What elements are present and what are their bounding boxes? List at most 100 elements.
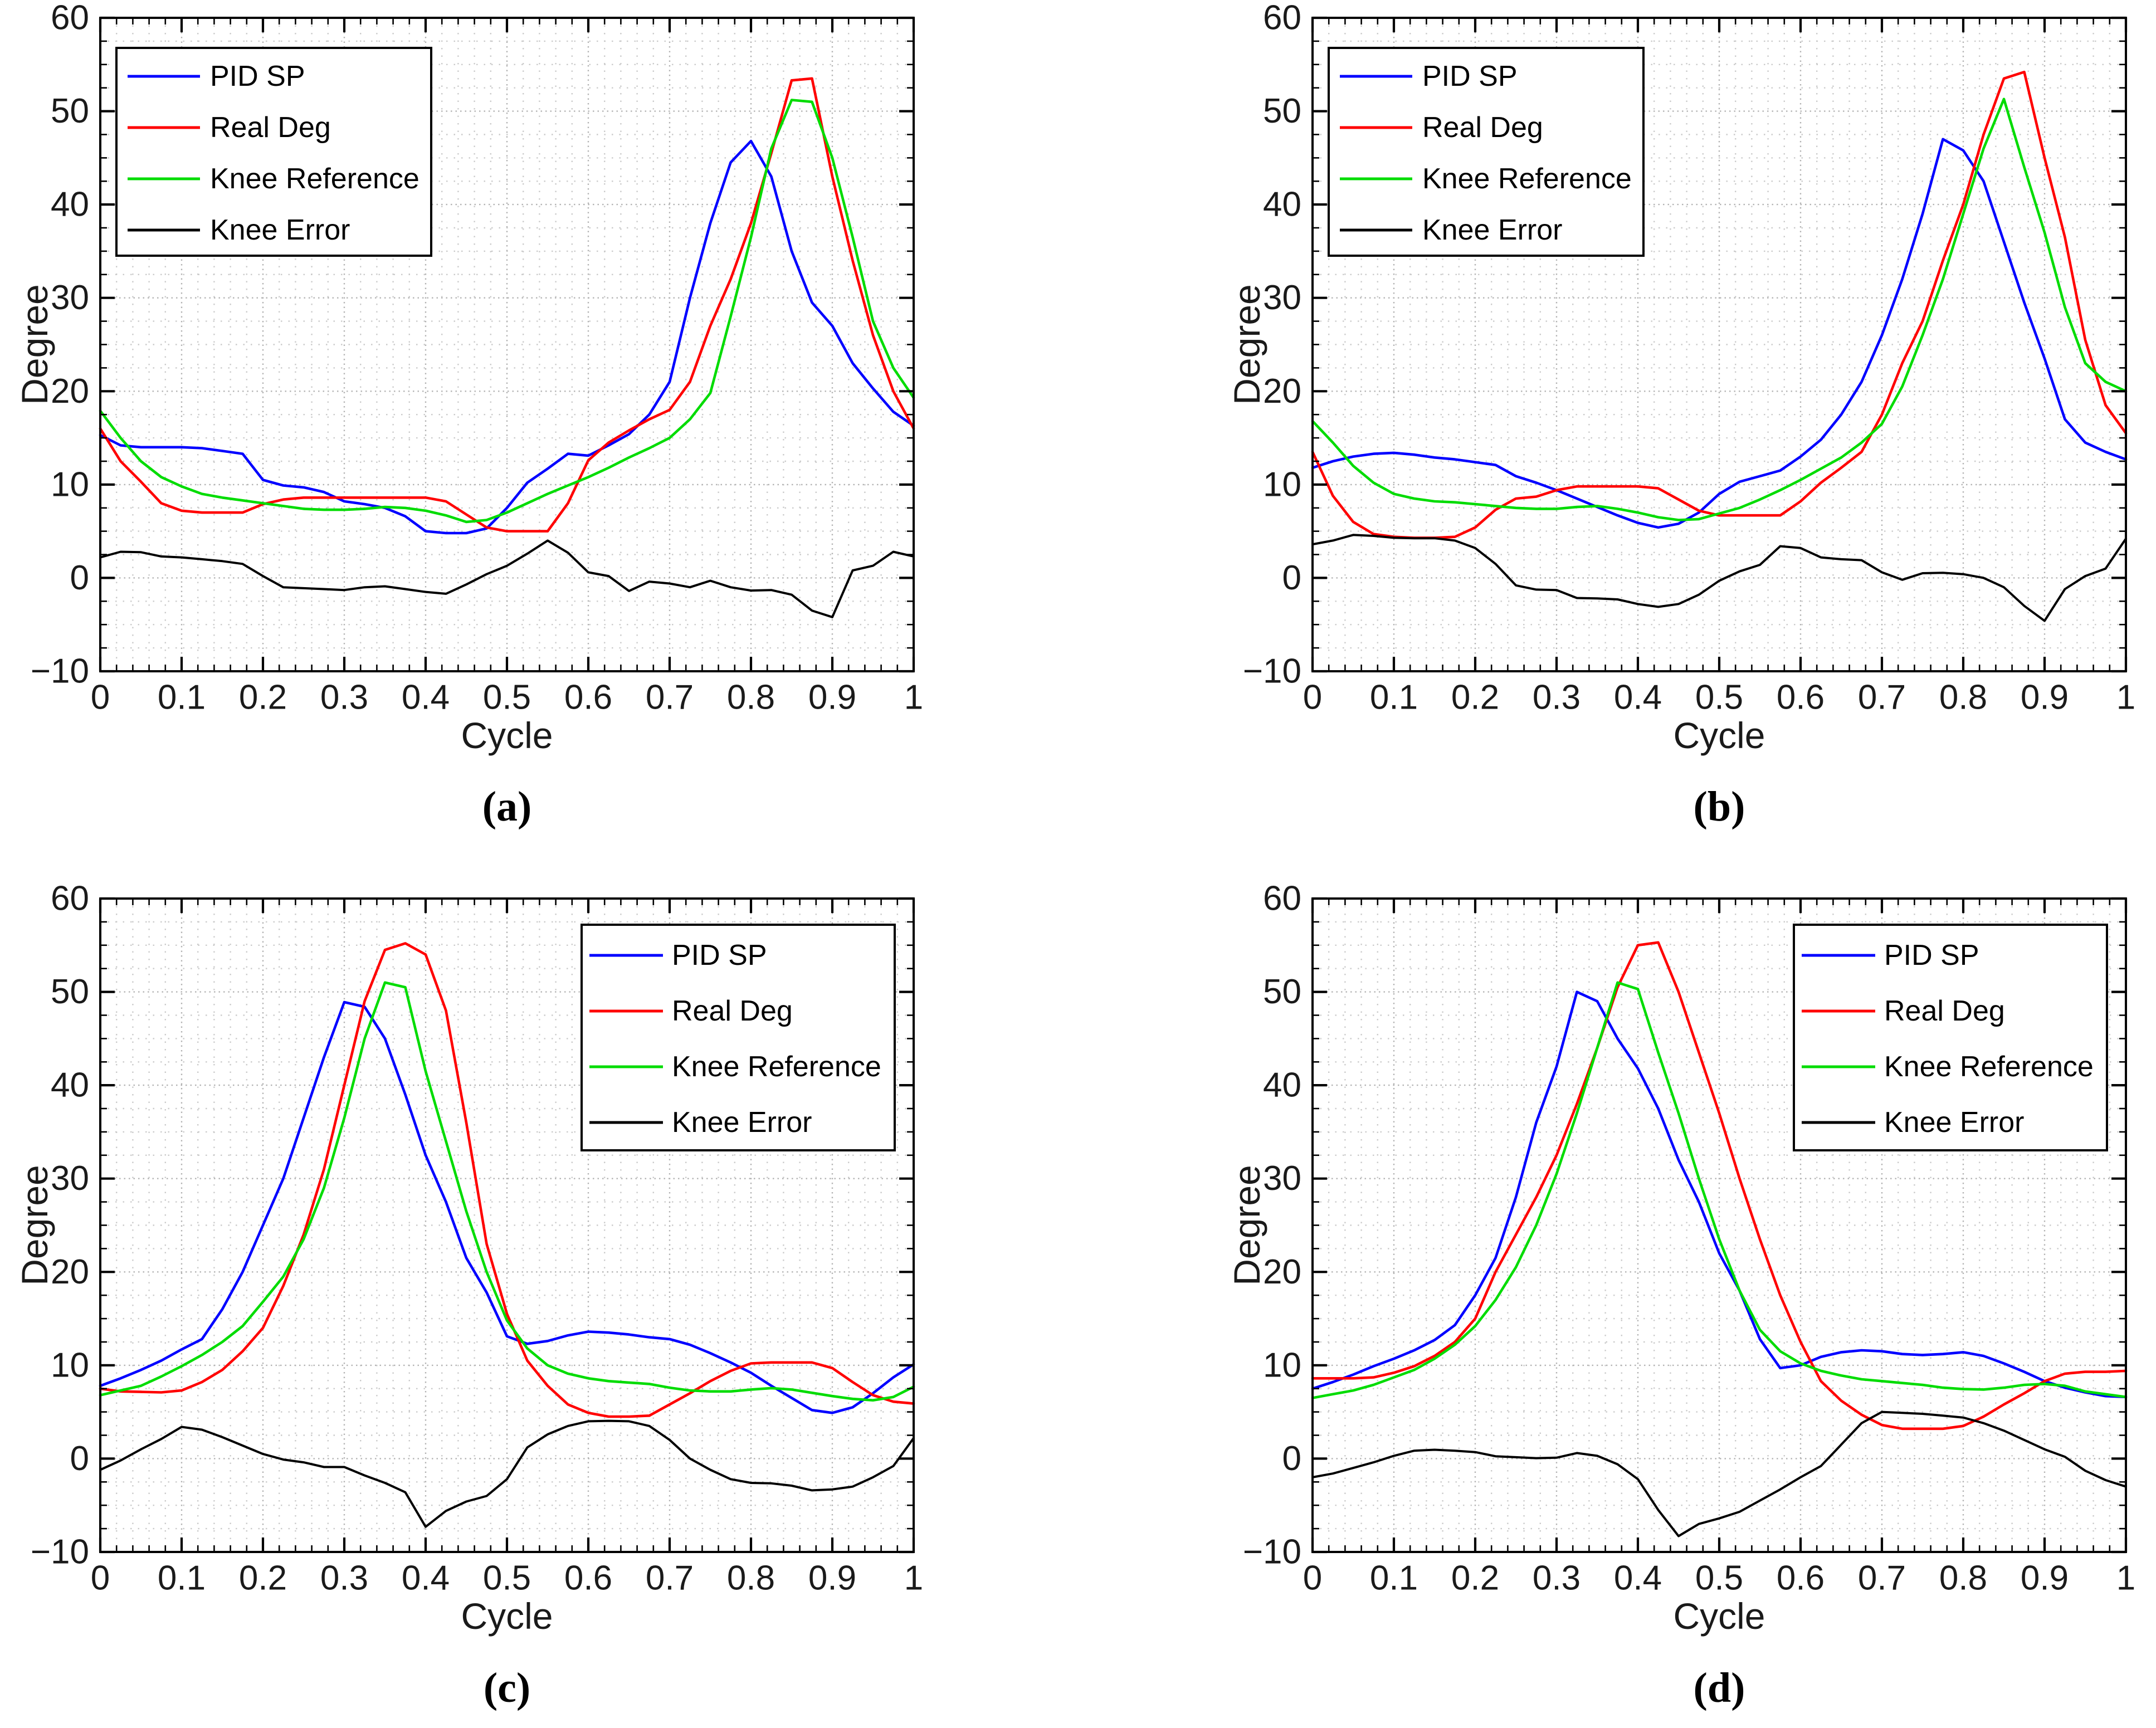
legend-label: Knee Reference [210, 163, 420, 195]
series-knee-reference-line [1311, 97, 2128, 521]
legend-label: Real Deg [672, 995, 793, 1027]
axis-minor-ticks [1313, 18, 2126, 671]
x-tick-label: 0.3 [320, 1559, 368, 1598]
y-tick-label: 60 [1263, 880, 1301, 918]
x-tick-label: 0.2 [239, 678, 287, 717]
legend: PID SP Real Deg Knee Reference Knee Error [1328, 47, 1645, 257]
x-tick-label: 0.2 [1451, 678, 1499, 717]
legend-box [1328, 47, 1645, 257]
x-tick-label: 0.2 [239, 1559, 287, 1598]
legend-box [115, 47, 432, 257]
series-real-deg-line [99, 942, 915, 1418]
x-tick-label: 0 [91, 1559, 110, 1598]
x-tick-label: 0.7 [646, 678, 694, 717]
y-tick-label: 50 [1263, 973, 1301, 1011]
x-tick-label: 0.8 [1939, 678, 1987, 717]
axis-minor-ticks [100, 18, 914, 671]
y-tick-label: 20 [51, 372, 89, 411]
x-tick-label: 0.6 [1777, 678, 1825, 717]
x-tick-label: 0.5 [1695, 1559, 1743, 1598]
x-axis-label: Cycle [1673, 715, 1765, 756]
x-tick-label: 0.5 [483, 1559, 531, 1598]
x-tick-label: 0.7 [1858, 678, 1906, 717]
y-tick-label: 30 [1263, 279, 1301, 317]
y-tick-label: 0 [1282, 1439, 1301, 1478]
y-tick-label: 40 [1263, 1066, 1301, 1105]
series-real-deg-line [1311, 70, 2128, 539]
y-tick-label: 10 [51, 465, 89, 504]
legend-label: Real Deg [1422, 111, 1543, 144]
x-tick-label: 0.5 [1695, 678, 1743, 717]
series-knee-error-line [99, 539, 915, 618]
legend: PID SP Real Deg Knee Reference Knee Error [581, 924, 896, 1151]
x-tick-label: 1 [2116, 678, 2135, 717]
series-knee-error-line [1311, 1410, 2127, 1537]
x-tick-label: 0.3 [320, 678, 368, 717]
x-axis-label: Cycle [461, 1595, 553, 1637]
legend-label: Knee Reference [1884, 1051, 2094, 1083]
x-tick-label: 0.8 [727, 678, 775, 717]
x-tick-label: 0.9 [2021, 678, 2069, 717]
legend-label: Knee Reference [1422, 163, 1632, 195]
series-knee-error-line [99, 1419, 915, 1528]
x-tick-label: 0.1 [158, 678, 206, 717]
legend-label: PID SP [210, 60, 305, 92]
axis-ticks [1311, 16, 2128, 673]
series-pid-sp-line [1311, 990, 2128, 1399]
x-tick-label: 0 [1303, 678, 1322, 717]
x-tick-label: 0.4 [402, 1559, 450, 1598]
y-tick-label: 50 [1263, 92, 1301, 130]
x-tick-label: 0.4 [1614, 678, 1662, 717]
subplot-d: 0 0.1 0.2 0.3 0.4 0.5 0.6 0.7 0.8 0.9 1−1001020304… [1226, 880, 2135, 1712]
series-pid-sp-line [99, 139, 915, 535]
subplot-c: 0 0.1 0.2 0.3 0.4 0.5 0.6 0.7 0.8 0.9 1−1001020304… [14, 880, 923, 1712]
y-tick-label: 20 [1263, 372, 1301, 411]
x-tick-label: 0.6 [564, 1559, 612, 1598]
x-tick-label: 0.9 [808, 1559, 856, 1598]
legend-label: PID SP [1422, 60, 1518, 92]
x-tick-label: 0 [1303, 1559, 1322, 1598]
legend-label: Knee Reference [672, 1051, 881, 1083]
x-tick-label: 0.1 [1370, 678, 1418, 717]
series-real-deg-line [99, 77, 915, 533]
series-knee-reference-line [99, 99, 915, 524]
y-tick-label: −10 [31, 652, 89, 691]
x-tick-label: 0.1 [158, 1559, 206, 1598]
subplot-b: 0 0.1 0.2 0.3 0.4 0.5 0.6 0.7 0.8 0.9 1−1001020304… [1226, 0, 2135, 830]
axis-minor-ticks [1313, 899, 2126, 1552]
y-axis-label: Degree [1226, 284, 1267, 404]
y-tick-label: 0 [70, 559, 89, 597]
legend-label: PID SP [672, 939, 767, 972]
y-axis-label: Degree [14, 1165, 55, 1285]
series-real-deg-line [1311, 941, 2128, 1431]
series-knee-reference-line [1311, 981, 2128, 1399]
y-axis-label: Degree [1226, 1165, 1267, 1285]
series-knee-error-line [1311, 534, 2127, 622]
series-knee-reference-line [99, 981, 915, 1402]
x-tick-label: 0.8 [1939, 1559, 1987, 1598]
axis-minor-ticks [100, 899, 914, 1552]
y-tick-label: 0 [1282, 559, 1301, 597]
x-tick-label: 0.7 [1858, 1559, 1906, 1598]
y-tick-label: 60 [51, 880, 89, 918]
y-tick-label: 50 [51, 92, 89, 130]
y-tick-label: 60 [1263, 0, 1301, 37]
legend-box [1793, 924, 2108, 1151]
legend-label: Knee Error [1884, 1106, 2024, 1139]
y-tick-label: 20 [1263, 1253, 1301, 1291]
legend: PID SP Real Deg Knee Reference Knee Error [115, 47, 432, 257]
x-tick-label: 0.4 [402, 678, 450, 717]
legend-label: PID SP [1884, 939, 1979, 972]
subplot-letter: (b) [1694, 783, 1745, 830]
legend-label: Knee Error [672, 1106, 812, 1139]
x-tick-label: 1 [904, 1559, 923, 1598]
series-pid-sp-line [1311, 138, 2128, 529]
x-tick-label: 0.4 [1614, 1559, 1662, 1598]
x-tick-label: 0.6 [564, 678, 612, 717]
y-tick-label: 40 [51, 1066, 89, 1105]
subplot-a: 0 0.1 0.2 0.3 0.4 0.5 0.6 0.7 0.8 0.9 1−1001020304… [14, 0, 923, 830]
y-tick-label: 40 [51, 186, 89, 224]
x-tick-label: 0.3 [1533, 1559, 1581, 1598]
x-tick-label: 0.1 [1370, 1559, 1418, 1598]
